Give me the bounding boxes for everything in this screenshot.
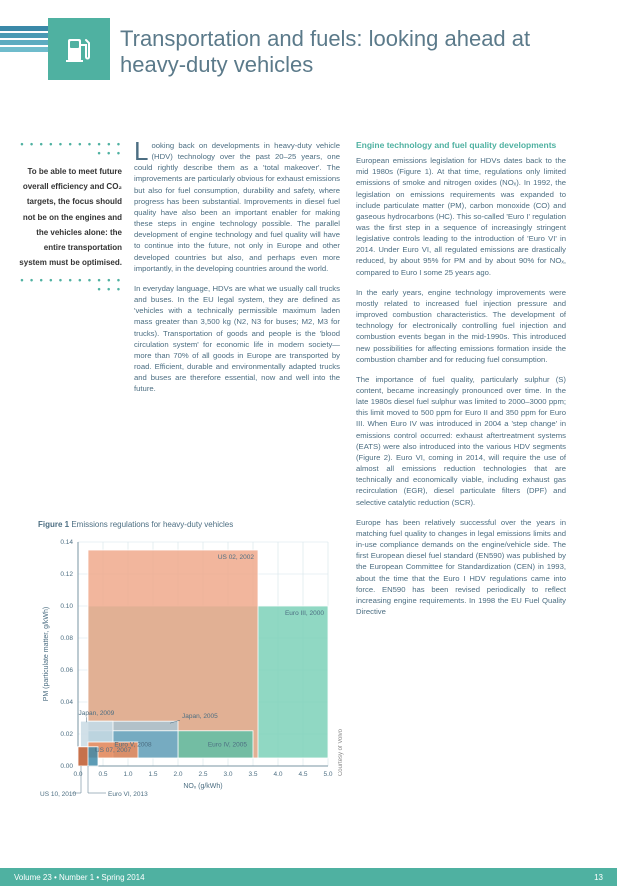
band-stripe xyxy=(0,40,48,45)
svg-text:3.5: 3.5 xyxy=(248,771,257,778)
chart-credit: Courtesy of Volvo xyxy=(338,729,344,776)
footer-issue: Volume 23 • Number 1 • Spring 2014 xyxy=(14,873,145,882)
svg-text:2.0: 2.0 xyxy=(173,771,182,778)
svg-text:0.04: 0.04 xyxy=(60,699,73,706)
page-footer: Volume 23 • Number 1 • Spring 2014 13 xyxy=(0,868,617,886)
column-1: Looking back on developments in heavy-du… xyxy=(134,140,340,403)
svg-text:Euro IV, 2005: Euro IV, 2005 xyxy=(208,741,248,748)
svg-text:US 02, 2002: US 02, 2002 xyxy=(218,554,255,561)
drop-cap: L xyxy=(134,140,151,162)
svg-text:0.00: 0.00 xyxy=(60,763,73,770)
svg-text:1.5: 1.5 xyxy=(148,771,157,778)
dot-rule: • • • • • • • • • • • • • • xyxy=(14,140,122,158)
svg-text:0.5: 0.5 xyxy=(98,771,107,778)
page-title: Transportation and fuels: looking ahead … xyxy=(120,26,597,79)
svg-text:2.5: 2.5 xyxy=(198,771,207,778)
emissions-chart: 0.0 0.5 1.0 1.5 2.0 2.5 3.0 3.5 4.0 4.5 5.0 0.00 0.0… xyxy=(38,536,338,816)
svg-text:US 07, 2007: US 07, 2007 xyxy=(95,747,132,754)
svg-text:Japan, 2005: Japan, 2005 xyxy=(182,713,218,720)
svg-text:PM (particulate matter, g/kWh): PM (particulate matter, g/kWh) xyxy=(43,607,50,702)
header-band xyxy=(0,18,110,82)
pull-quote-sidebar: • • • • • • • • • • • • • • To be able t… xyxy=(14,140,122,294)
paragraph: European emissions legislation for HDVs … xyxy=(356,155,566,278)
figure-title: Figure 1 Emissions regulations for heavy… xyxy=(38,520,233,529)
svg-text:0.02: 0.02 xyxy=(60,731,73,738)
band-stripe xyxy=(0,33,48,38)
svg-text:3.0: 3.0 xyxy=(223,771,232,778)
column-2: Engine technology and fuel quality devel… xyxy=(356,140,566,626)
svg-text:NOₓ (g/kWh): NOₓ (g/kWh) xyxy=(183,783,222,790)
svg-text:0.08: 0.08 xyxy=(60,635,73,642)
paragraph: The importance of fuel quality, particul… xyxy=(356,374,566,508)
svg-text:5.0: 5.0 xyxy=(323,771,332,778)
svg-text:US 10, 2010: US 10, 2010 xyxy=(40,791,77,798)
footer-page-number: 13 xyxy=(594,873,603,882)
paragraph: In the early years, engine technology im… xyxy=(356,287,566,365)
fuel-pump-icon xyxy=(48,18,110,80)
svg-text:0.0: 0.0 xyxy=(73,771,82,778)
band-stripe xyxy=(0,26,48,31)
dot-rule: • • • • • • • • • • • • • • xyxy=(14,276,122,294)
pull-quote-text: To be able to meet future overall effici… xyxy=(14,164,122,270)
svg-text:1.0: 1.0 xyxy=(123,771,132,778)
svg-text:0.14: 0.14 xyxy=(60,539,73,546)
svg-text:0.12: 0.12 xyxy=(60,571,73,578)
section-heading: Engine technology and fuel quality devel… xyxy=(356,140,566,151)
paragraph: Europe has been relatively successful ov… xyxy=(356,517,566,617)
svg-text:4.0: 4.0 xyxy=(273,771,282,778)
svg-text:Euro III, 2000: Euro III, 2000 xyxy=(285,610,324,617)
band-stripe xyxy=(0,47,48,52)
svg-text:4.5: 4.5 xyxy=(298,771,307,778)
svg-text:Euro VI, 2013: Euro VI, 2013 xyxy=(108,791,148,798)
svg-text:0.10: 0.10 xyxy=(60,603,73,610)
paragraph: Looking back on developments in heavy-du… xyxy=(134,140,340,274)
paragraph: In everyday language, HDVs are what we u… xyxy=(134,283,340,395)
svg-text:0.06: 0.06 xyxy=(60,667,73,674)
svg-text:Japan, 2009: Japan, 2009 xyxy=(79,710,115,717)
